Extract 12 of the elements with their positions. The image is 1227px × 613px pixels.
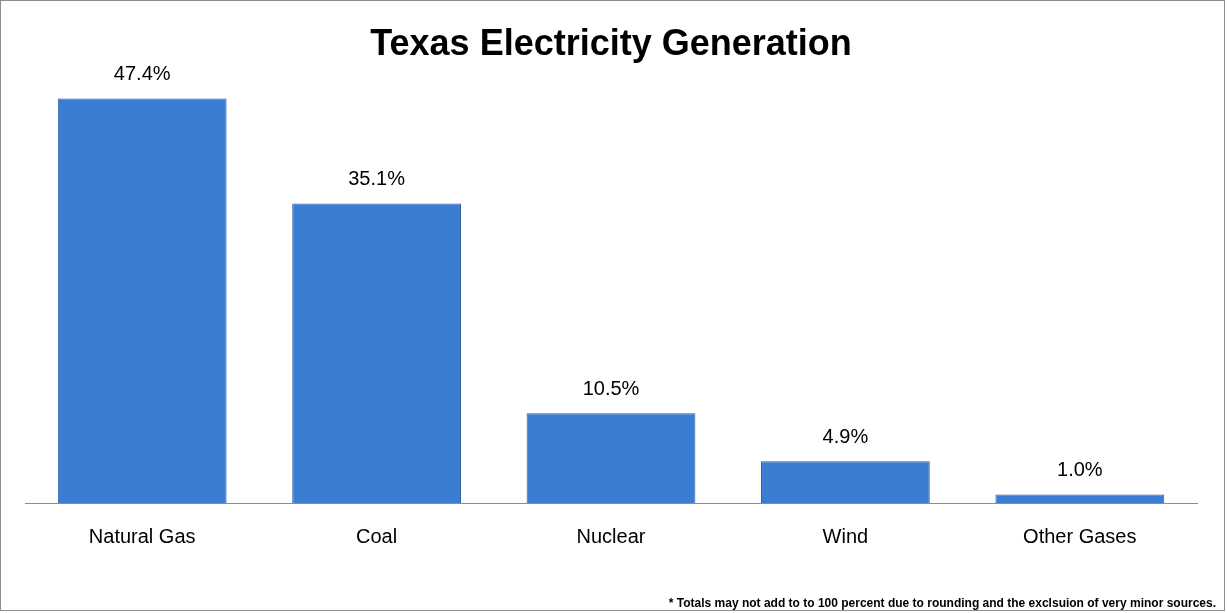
data-label: 47.4% [113,61,171,84]
x-tick-label: Other Gases [1023,524,1137,547]
x-tick-label: Nuclear [576,524,646,547]
data-label: 1.0% [1057,457,1103,480]
chart-title: Texas Electricity Generation [370,21,852,63]
x-tick-label: Natural Gas [88,524,196,547]
data-label: 35.1% [348,166,406,189]
data-label: 10.5% [582,376,640,399]
x-tick-label: Coal [356,524,398,547]
x-tick-label: Wind [822,524,869,547]
data-label: 4.9% [822,424,869,447]
text: * Totals may not add to to 100 percent due to rounding and the exclsuion of very minor sources. [668,596,1216,610]
